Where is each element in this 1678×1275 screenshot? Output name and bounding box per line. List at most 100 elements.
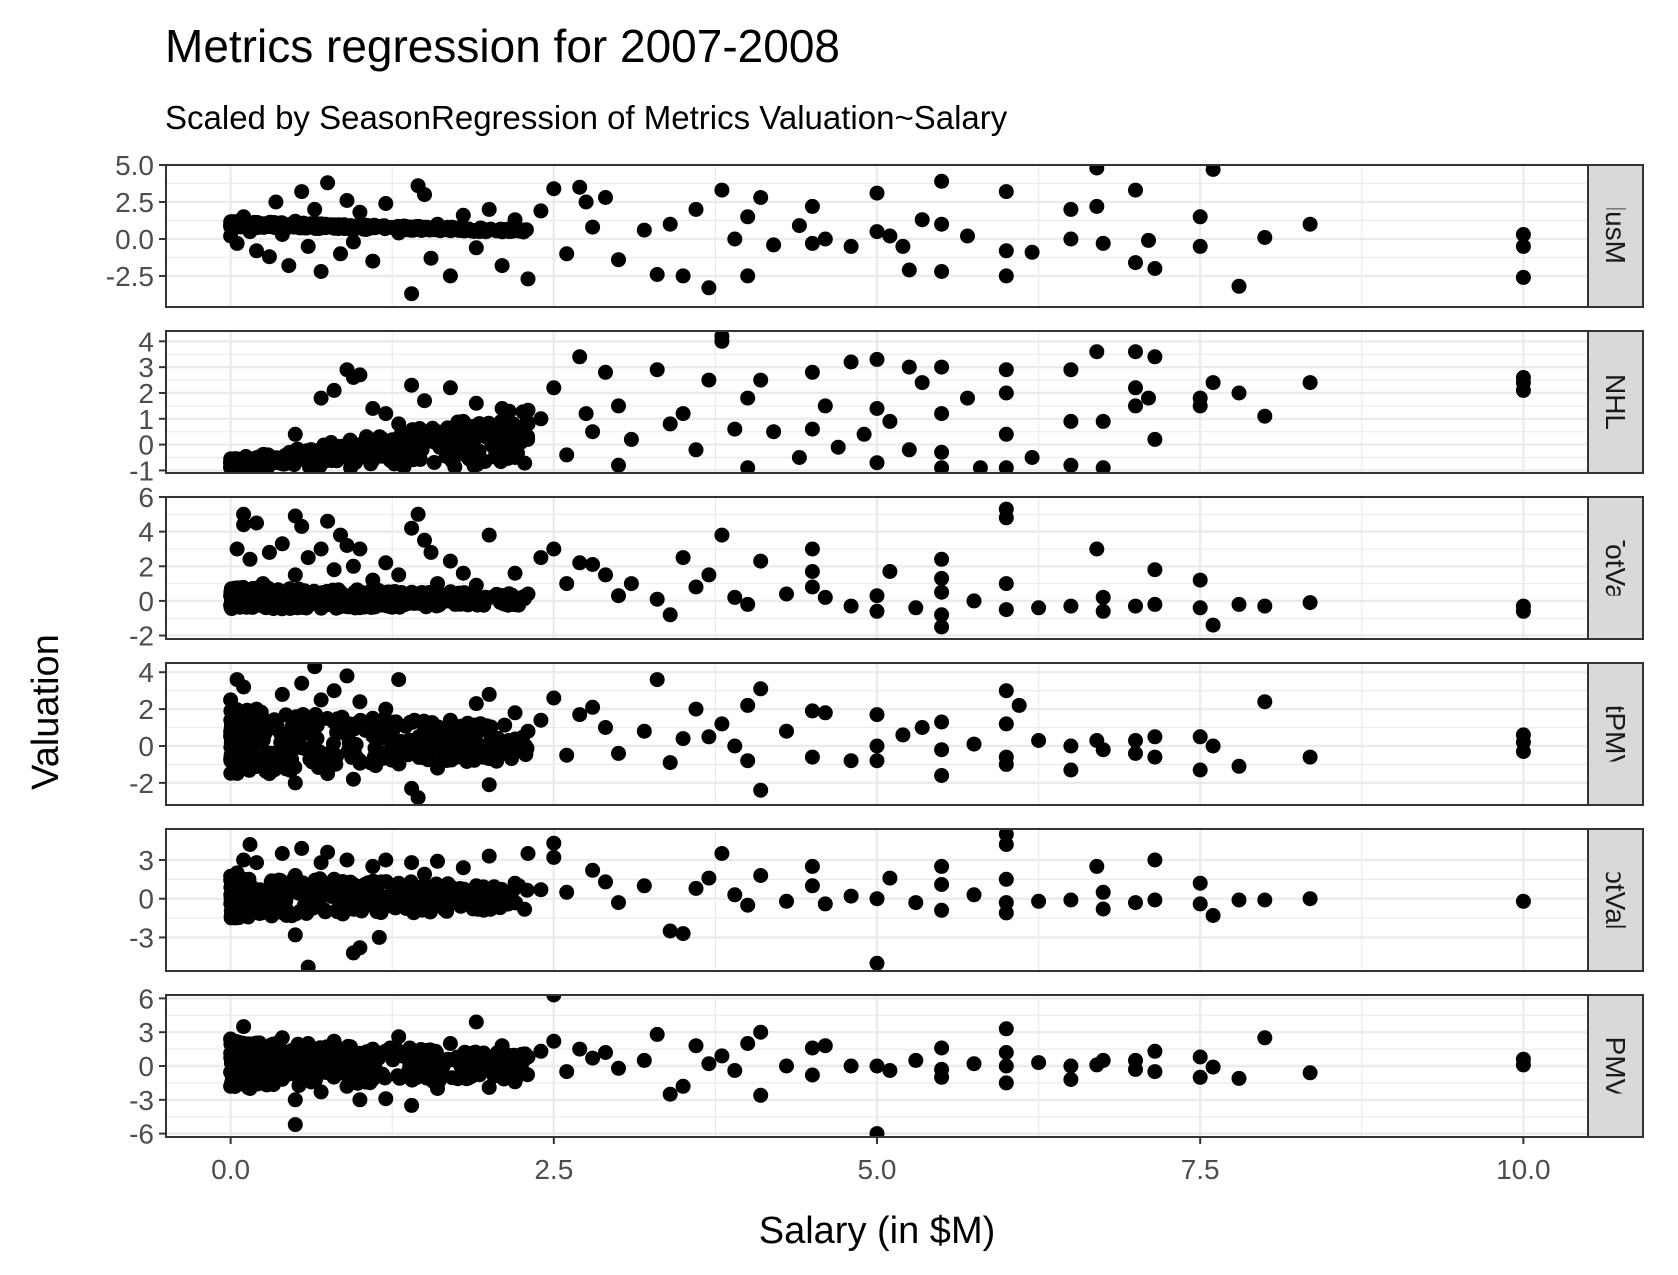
data-point (533, 550, 549, 566)
data-point (342, 432, 358, 448)
data-point (327, 597, 343, 613)
data-point (430, 216, 445, 232)
facet-strip-label: NHL (1600, 374, 1631, 430)
y-tick-label: 4 (138, 517, 154, 548)
data-point (966, 593, 982, 609)
data-point (226, 1060, 242, 1076)
data-point (1031, 1055, 1047, 1071)
data-point (313, 390, 329, 406)
data-point (1302, 595, 1318, 611)
data-point (572, 707, 588, 723)
data-point (740, 390, 756, 406)
data-point (375, 1066, 390, 1082)
data-point (430, 743, 446, 759)
data-point (297, 1067, 313, 1083)
data-point (1147, 892, 1163, 908)
data-point (804, 564, 820, 579)
data-point (339, 538, 355, 553)
data-point (1095, 884, 1111, 900)
data-point (274, 227, 290, 242)
data-point (998, 871, 1014, 887)
data-point (455, 723, 471, 739)
data-point (339, 852, 355, 868)
data-point (391, 567, 407, 583)
data-point (533, 411, 549, 427)
data-point (404, 286, 420, 302)
data-point (287, 759, 303, 775)
data-point (326, 683, 342, 699)
data-point (302, 751, 318, 767)
data-point (572, 555, 588, 571)
y-tick-label: 2 (138, 551, 154, 582)
data-point (1031, 600, 1047, 616)
data-point (494, 1038, 510, 1054)
data-point (393, 427, 409, 443)
data-point (662, 216, 678, 232)
y-tick-label: 2 (138, 694, 154, 725)
data-point (507, 565, 523, 581)
data-point (223, 459, 239, 473)
data-point (623, 576, 639, 592)
data-point (1024, 450, 1040, 465)
data-point (1089, 858, 1105, 874)
data-point (326, 562, 342, 578)
data-point (636, 723, 652, 739)
data-point (1024, 244, 1040, 260)
data-point (272, 755, 288, 771)
data-point (1128, 344, 1143, 360)
data-point (1128, 1061, 1143, 1077)
data-point (598, 567, 613, 583)
data-point (688, 1038, 704, 1054)
data-point (320, 766, 336, 782)
data-point (701, 729, 717, 745)
data-point (229, 541, 245, 557)
data-points (223, 829, 1531, 971)
data-point (753, 1087, 769, 1103)
data-point (901, 359, 917, 375)
data-point (559, 576, 575, 592)
data-point (611, 745, 626, 761)
data-point (804, 858, 820, 874)
data-point (255, 576, 271, 592)
data-point (313, 264, 329, 279)
data-point (242, 224, 258, 240)
data-point (998, 243, 1014, 259)
data-point (1192, 209, 1208, 225)
data-point (688, 701, 704, 717)
data-point (268, 194, 284, 210)
data-point (468, 696, 484, 712)
data-point (611, 895, 626, 911)
data-point (740, 268, 756, 284)
data-point (520, 586, 536, 602)
data-point (476, 222, 492, 238)
data-point (1302, 216, 1318, 232)
data-point (287, 450, 303, 466)
data-point (1147, 749, 1163, 765)
data-point (242, 756, 258, 772)
data-point (1089, 344, 1105, 360)
data-point (1515, 603, 1531, 619)
data-point (598, 874, 613, 890)
data-point (426, 455, 442, 470)
data-point (261, 1075, 277, 1091)
data-point (417, 720, 432, 735)
data-point (740, 897, 756, 913)
data-point (901, 262, 917, 278)
data-point (998, 1045, 1014, 1060)
data-point (804, 541, 820, 557)
data-point (934, 902, 950, 918)
data-point (1128, 255, 1143, 271)
data-point (287, 567, 303, 583)
data-point (444, 1070, 460, 1086)
data-point (494, 258, 510, 274)
data-point (1302, 891, 1318, 907)
chart-title: Metrics regression for 2007-2008 (165, 20, 840, 72)
data-point (326, 736, 341, 751)
data-point (753, 1024, 769, 1040)
data-point (817, 896, 833, 912)
facet-strip (1587, 828, 1644, 972)
data-point (998, 1021, 1014, 1037)
data-point (1063, 892, 1079, 908)
y-tick-label: 3 (138, 1017, 154, 1048)
